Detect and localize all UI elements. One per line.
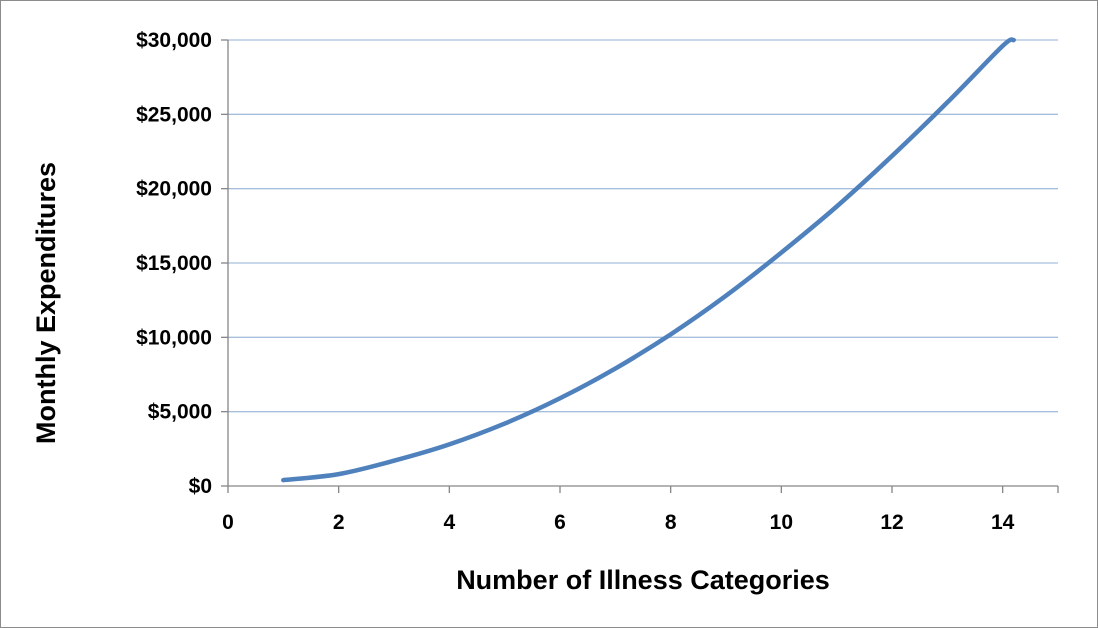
y-tick-label: $5,000 [148,401,212,424]
axes [221,39,1059,493]
y-tick-label: $0 [189,475,212,498]
x-tick-label: 2 [333,511,345,534]
x-tick-label: 8 [665,511,677,534]
y-tick-labels: $0 $5,000 $10,000 $15,000 $20,000 $25,000 $30,… [136,29,212,498]
x-axis-title: Number of Illness Categories [456,565,830,595]
x-tick-labels: 0 2 4 6 8 10 12 14 [222,511,1015,534]
y-tick-label: $25,000 [136,103,212,126]
y-axis-title: Monthly Expenditures [31,162,61,444]
x-tick-label: 6 [554,511,566,534]
gridlines [228,39,1058,413]
y-tick-label: $20,000 [136,178,212,201]
y-tick-label: $30,000 [136,29,212,52]
x-tick-label: 14 [991,511,1015,534]
x-tick-label: 12 [880,511,903,534]
series-line [281,37,1016,483]
y-tick-label: $10,000 [136,326,212,349]
y-tick-label: $15,000 [136,252,212,275]
x-tick-label: 4 [443,511,455,534]
x-tick-label: 0 [222,511,234,534]
x-tick-label: 10 [770,511,793,534]
